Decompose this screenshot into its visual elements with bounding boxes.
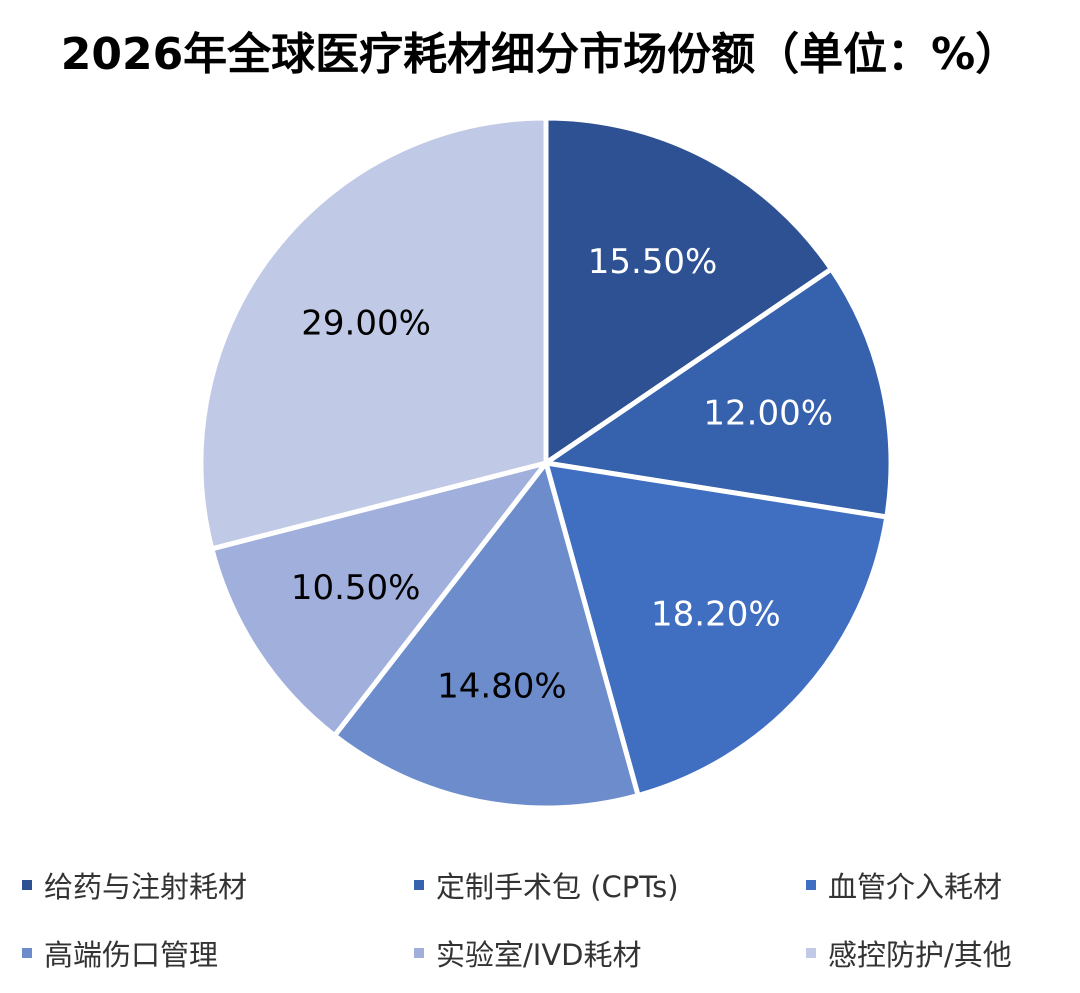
slice-value-label: 29.00% bbox=[301, 303, 431, 343]
legend-swatch bbox=[414, 948, 424, 958]
chart-title: 2026年全球医疗耗材细分市场份额（单位：%） bbox=[60, 29, 1020, 80]
legend-label: 高端伤口管理 bbox=[44, 938, 219, 972]
legend-swatch bbox=[22, 880, 32, 890]
pie-slice bbox=[332, 460, 641, 811]
pie-slice bbox=[543, 266, 894, 520]
legend: 给药与注射耗材 定制手术包 (CPTs) 血管介入耗材 高端伤口管理 实验室/I… bbox=[22, 862, 1062, 976]
legend-item: 给药与注射耗材 bbox=[22, 862, 414, 908]
slice-value-label: 14.80% bbox=[437, 666, 567, 706]
legend-swatch bbox=[806, 948, 816, 958]
pie-slice bbox=[543, 460, 890, 798]
legend-label: 定制手术包 (CPTs) bbox=[436, 870, 679, 904]
legend-item: 血管介入耗材 bbox=[806, 862, 1062, 908]
legend-label: 感控防护/其他 bbox=[828, 938, 1012, 972]
legend-item: 感控防护/其他 bbox=[806, 930, 1062, 976]
slice-value-label: 18.20% bbox=[651, 595, 781, 635]
legend-item: 高端伤口管理 bbox=[22, 930, 414, 976]
pie-slice bbox=[209, 460, 549, 739]
legend-swatch bbox=[414, 880, 424, 890]
legend-item: 定制手术包 (CPTs) bbox=[414, 862, 806, 908]
legend-label: 实验室/IVD耗材 bbox=[436, 938, 642, 972]
legend-label: 血管介入耗材 bbox=[828, 870, 1003, 904]
slice-value-label: 15.50% bbox=[588, 242, 718, 282]
pie-slice bbox=[198, 115, 549, 552]
legend-swatch bbox=[806, 880, 816, 890]
slice-value-label: 12.00% bbox=[703, 393, 833, 433]
legend-label: 给药与注射耗材 bbox=[44, 870, 248, 904]
legend-item: 实验室/IVD耗材 bbox=[414, 930, 806, 976]
legend-swatch bbox=[22, 948, 32, 958]
pie-slice bbox=[543, 115, 834, 466]
slice-value-label: 10.50% bbox=[291, 568, 421, 608]
